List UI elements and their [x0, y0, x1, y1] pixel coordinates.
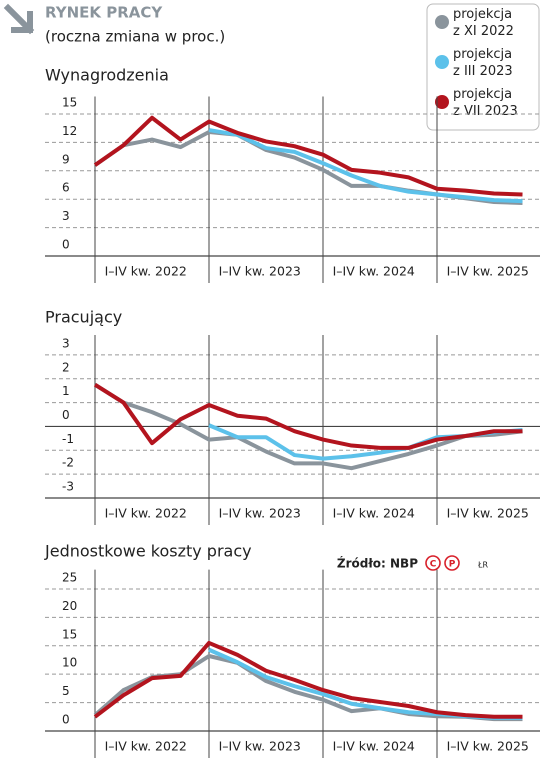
series-line: [93, 383, 523, 450]
y-tick-label: 15: [62, 627, 77, 641]
x-group-label: I–IV kw. 2023: [219, 506, 301, 521]
legend-marker: [435, 55, 449, 69]
legend-marker: [435, 95, 449, 109]
legend-label: projekcja z III 2023: [453, 47, 513, 79]
y-tick-label: 1: [62, 384, 70, 398]
svg-text:P: P: [449, 560, 456, 570]
x-group-label: I–IV kw. 2025: [447, 506, 529, 521]
legend-marker: [435, 15, 449, 29]
credit: ŁR: [477, 561, 488, 570]
y-tick-label: 10: [62, 656, 77, 670]
series-line: [208, 128, 523, 204]
series-line: [93, 640, 523, 719]
series-line: [208, 423, 523, 461]
source: Źródło: NBP: [337, 556, 418, 571]
y-tick-label: 3: [62, 209, 70, 223]
y-tick-label: -1: [62, 432, 74, 446]
x-group-label: I–IV kw. 2022: [105, 506, 187, 521]
y-tick-label: 12: [62, 124, 77, 138]
panel-title: Pracujący: [45, 308, 122, 327]
y-tick-label: 9: [62, 152, 70, 166]
svg-text:C: C: [430, 560, 437, 570]
x-group-label: I–IV kw. 2024: [333, 506, 415, 521]
y-tick-label: 2: [62, 360, 70, 374]
x-group-label: I–IV kw. 2022: [105, 739, 187, 754]
x-group-label: I–IV kw. 2025: [447, 264, 529, 279]
y-tick-label: 0: [62, 408, 70, 422]
legend-label: projekcja z VII 2023: [453, 87, 518, 119]
title: RYNEK PRACY: [45, 4, 163, 22]
x-group-label: I–IV kw. 2024: [333, 739, 415, 754]
legend-label: projekcja z XI 2022: [453, 7, 514, 39]
y-tick-label: -2: [62, 456, 74, 470]
x-group-label: I–IV kw. 2023: [219, 264, 301, 279]
y-tick-label: 20: [62, 599, 77, 613]
series-line: [93, 115, 523, 197]
y-tick-label: 5: [62, 684, 70, 698]
series-line: [93, 383, 523, 471]
panel-title: Wynagrodzenia: [45, 66, 169, 85]
y-tick-label: 25: [62, 570, 77, 584]
subtitle: (roczna zmiana w proc.): [45, 28, 225, 46]
legend-box: [426, 3, 540, 131]
x-group-label: I–IV kw. 2024: [333, 264, 415, 279]
y-tick-label: 6: [62, 181, 70, 195]
x-group-label: I–IV kw. 2023: [219, 739, 301, 754]
y-tick-label: 15: [62, 95, 77, 109]
y-tick-label: -3: [62, 480, 74, 494]
source-logo: C P: [425, 555, 460, 571]
panel-title: Jednostkowe koszty pracy: [44, 542, 252, 561]
x-group-label: I–IV kw. 2025: [447, 739, 529, 754]
y-tick-label: 3: [62, 336, 70, 350]
series-line: [93, 654, 523, 722]
y-tick-label: 0: [62, 238, 70, 252]
series-line: [208, 647, 523, 720]
header-icon: [3, 3, 35, 35]
x-group-label: I–IV kw. 2022: [105, 264, 187, 279]
y-tick-label: 0: [62, 713, 70, 727]
